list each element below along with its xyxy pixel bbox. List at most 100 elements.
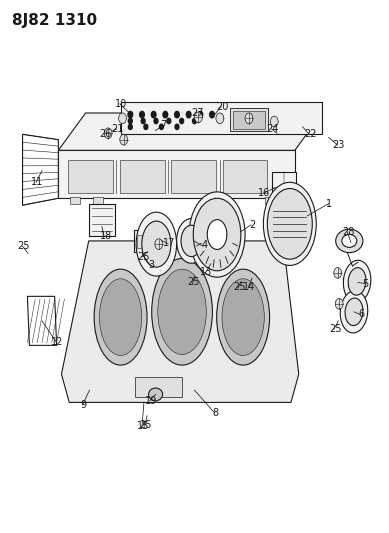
Text: 16: 16 [258,188,271,198]
Text: 27: 27 [191,108,204,118]
Text: 6: 6 [358,310,364,319]
Circle shape [159,124,163,130]
Text: 25: 25 [137,252,149,262]
Circle shape [210,111,214,118]
Bar [284,197,294,204]
Ellipse shape [94,269,147,365]
Circle shape [163,111,168,118]
Text: 15: 15 [137,422,149,431]
Text: 25: 25 [233,282,245,292]
Polygon shape [23,134,58,205]
Circle shape [245,113,253,124]
Polygon shape [61,241,299,402]
Polygon shape [272,172,296,204]
Circle shape [128,111,133,118]
Polygon shape [134,230,159,252]
Polygon shape [89,204,115,236]
Ellipse shape [149,388,163,401]
Polygon shape [28,296,57,345]
Ellipse shape [207,220,227,249]
Ellipse shape [181,225,202,256]
Ellipse shape [158,269,206,354]
Circle shape [180,118,184,124]
Bar [135,377,182,397]
Circle shape [175,111,179,118]
Text: 11: 11 [31,177,43,187]
Text: 25: 25 [187,278,200,287]
Text: 12: 12 [51,337,64,347]
Ellipse shape [263,182,316,265]
Bar [233,111,265,129]
Ellipse shape [336,229,363,253]
Bar [68,160,113,193]
Circle shape [141,118,145,124]
Text: 4: 4 [201,240,207,250]
Ellipse shape [342,235,357,247]
Ellipse shape [152,259,212,365]
Ellipse shape [345,298,363,326]
Text: 22: 22 [304,130,317,139]
Text: 20: 20 [216,102,229,111]
Text: 17: 17 [163,238,175,247]
Ellipse shape [348,268,366,295]
Text: 26: 26 [99,130,111,139]
Circle shape [128,124,132,130]
Text: 1: 1 [326,199,332,208]
Ellipse shape [343,260,371,303]
Circle shape [194,112,202,123]
Circle shape [335,298,343,309]
Bar [120,160,165,193]
Circle shape [140,111,144,118]
Text: 10: 10 [114,99,127,109]
Text: 18: 18 [100,231,112,240]
Text: 8: 8 [213,408,219,418]
Circle shape [167,118,171,124]
Circle shape [128,118,132,124]
Polygon shape [58,150,295,198]
Ellipse shape [267,189,312,259]
Bar [265,197,274,204]
Bar [137,235,153,248]
Text: 25: 25 [140,421,152,430]
Ellipse shape [222,279,264,356]
Bar [223,160,267,193]
Bar [93,197,103,204]
Circle shape [120,134,128,145]
Ellipse shape [193,198,241,271]
Text: 2: 2 [249,220,255,230]
Text: 21: 21 [111,124,124,134]
Text: 28: 28 [342,227,354,237]
Bar [171,160,216,193]
Text: 14: 14 [243,282,255,292]
Ellipse shape [189,192,245,277]
Text: 9: 9 [81,400,87,410]
Text: 23: 23 [332,140,345,150]
Ellipse shape [100,279,142,356]
Text: 25: 25 [329,325,342,334]
Text: 7: 7 [160,120,166,130]
Ellipse shape [177,219,206,263]
Text: 25: 25 [17,241,30,251]
Polygon shape [58,113,322,150]
Circle shape [144,124,148,130]
Ellipse shape [217,269,270,365]
Ellipse shape [136,212,177,276]
Circle shape [198,111,203,118]
Text: 24: 24 [266,124,279,134]
Text: 13: 13 [200,267,212,277]
Circle shape [334,268,342,278]
Ellipse shape [340,290,368,333]
Circle shape [193,118,196,124]
Ellipse shape [142,221,171,267]
Text: 5: 5 [363,279,369,288]
Circle shape [154,118,158,124]
Circle shape [186,111,191,118]
Circle shape [151,111,156,118]
Circle shape [119,113,126,124]
Circle shape [155,239,163,249]
Bar [230,108,268,131]
Bar [70,197,80,204]
Circle shape [104,128,112,139]
Polygon shape [121,102,322,134]
Circle shape [216,113,224,124]
